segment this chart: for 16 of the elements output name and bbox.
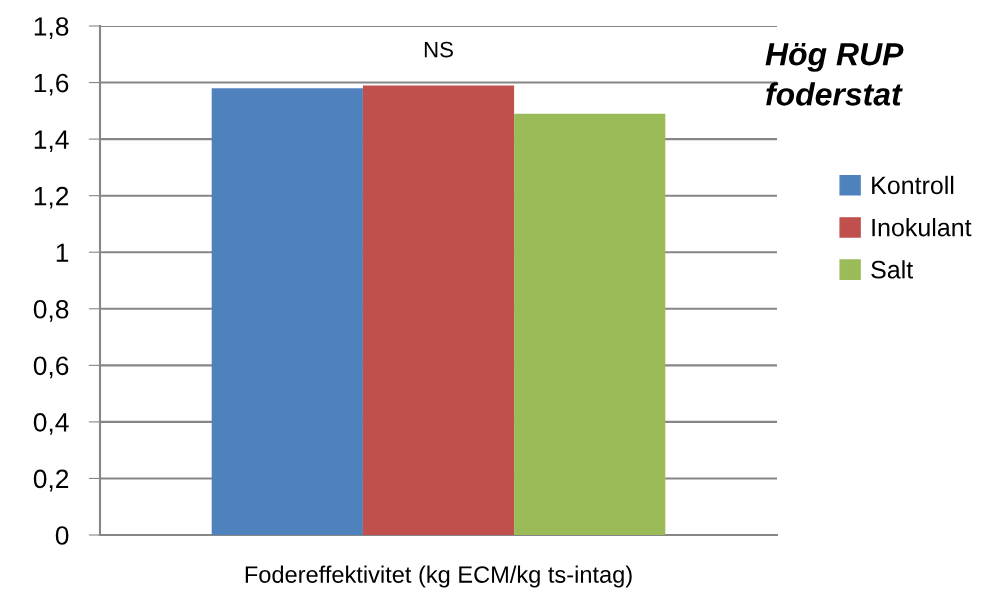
y-tick-label: 1,6 <box>34 73 69 96</box>
text: Hög RUP foderstat <box>765 43 904 106</box>
y-tick-label: 0,8 <box>33 299 69 322</box>
y-tick-label: 0,4 <box>33 413 69 435</box>
y-tick-label: 1,4 <box>34 130 69 153</box>
y-tick-label: 0,2 <box>33 469 69 492</box>
y-tick-label: 0,6 <box>33 356 69 379</box>
legend-label: Inokulant <box>872 218 972 237</box>
legend-label: Salt <box>871 260 914 279</box>
y-tick-label: 1,2 <box>34 186 69 209</box>
y-tick-label: 1,8 <box>34 17 69 39</box>
x-tick-label: Fodereffektivitet (kg ECM/kg ts-intag) <box>245 565 632 588</box>
y-tick-label: 0 <box>55 526 69 545</box>
y-tick-label: 1 <box>56 243 69 262</box>
annotation: NS <box>424 41 453 58</box>
legend-label: Kontroll <box>872 175 954 195</box>
